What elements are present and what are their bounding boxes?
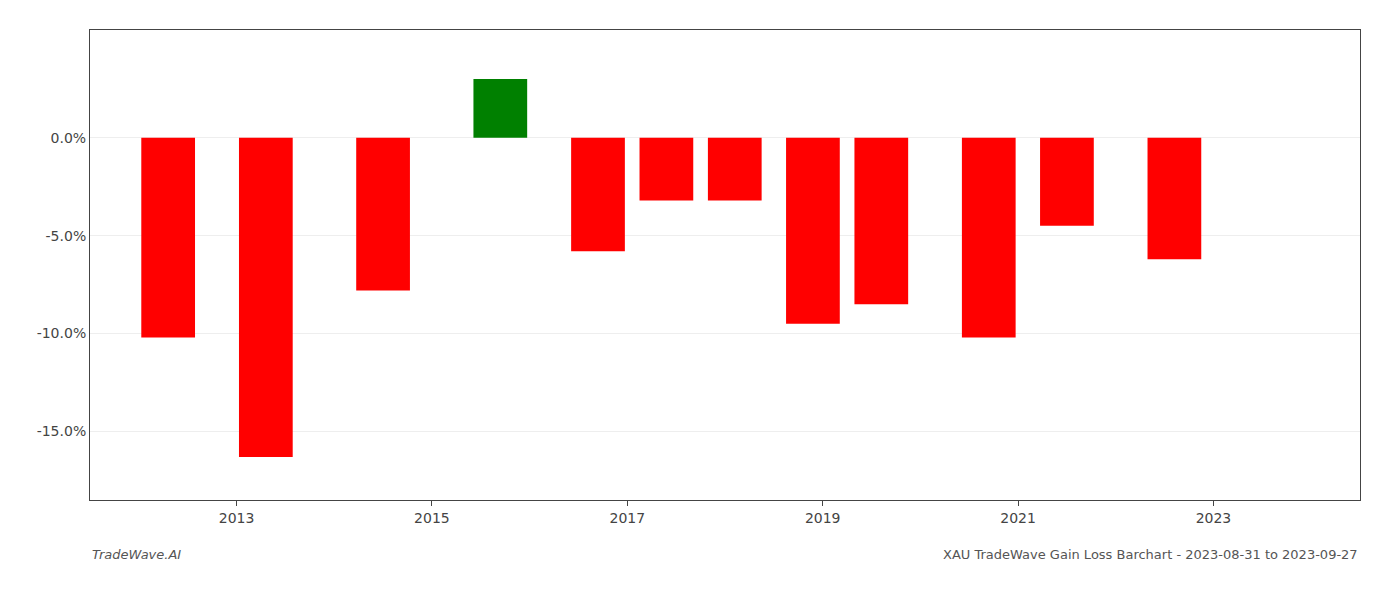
svg-text:-15.0%: -15.0% [37, 423, 87, 439]
svg-text:2015: 2015 [414, 510, 450, 526]
svg-text:2019: 2019 [805, 510, 841, 526]
svg-text:2023: 2023 [1196, 510, 1232, 526]
svg-text:2021: 2021 [1000, 510, 1036, 526]
svg-text:-5.0%: -5.0% [46, 228, 87, 244]
svg-text:0.0%: 0.0% [51, 130, 87, 146]
svg-text:2017: 2017 [609, 510, 645, 526]
svg-text:XAU TradeWave Gain Loss Barcha: XAU TradeWave Gain Loss Barchart - 2023-… [943, 547, 1358, 562]
svg-text:TradeWave.AI: TradeWave.AI [92, 547, 181, 562]
svg-text:2013: 2013 [219, 510, 255, 526]
svg-text:-10.0%: -10.0% [37, 325, 87, 341]
